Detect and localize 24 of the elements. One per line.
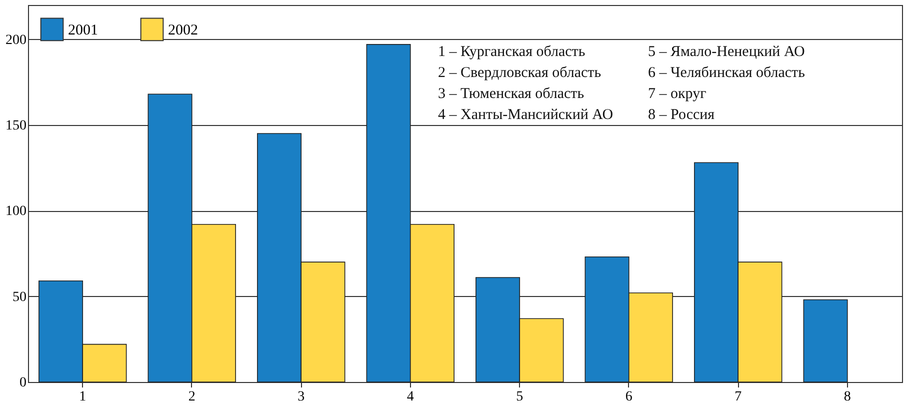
y-tick-label: 150 xyxy=(6,118,26,134)
x-tick-label: 7 xyxy=(734,390,742,404)
annotation: 8 – Россия xyxy=(648,107,715,123)
annotation: 1 – Курганская область xyxy=(438,44,586,60)
annotation: 3 – Тюменская область xyxy=(438,86,584,102)
annotation: 4 – Ханты-Мансийский АО xyxy=(438,107,614,123)
y-tick-label: 100 xyxy=(6,204,26,220)
y-tick-label: 200 xyxy=(6,32,26,48)
x-tick-label: 5 xyxy=(516,390,524,404)
annotation: 2 – Свердловская область xyxy=(438,65,602,81)
x-tick-label: 4 xyxy=(406,390,414,404)
legend-label: 2001 xyxy=(68,22,98,38)
x-tick-label: 6 xyxy=(625,390,632,404)
x-tick-label: 3 xyxy=(298,390,305,404)
x-tick-label: 2 xyxy=(188,390,196,404)
annotation: 5 – Ямало-Ненецкий АО xyxy=(648,44,806,60)
bar xyxy=(803,299,848,382)
annotation: 6 – Челябинская область xyxy=(648,65,806,81)
y-tick-label: 50 xyxy=(12,290,26,305)
annotation: 7 – округ xyxy=(648,86,706,102)
y-tick-label: 0 xyxy=(20,376,26,390)
x-tick-label: 1 xyxy=(79,390,86,404)
x-tick-label: 8 xyxy=(844,390,851,404)
legend-label: 2002 xyxy=(168,22,198,38)
